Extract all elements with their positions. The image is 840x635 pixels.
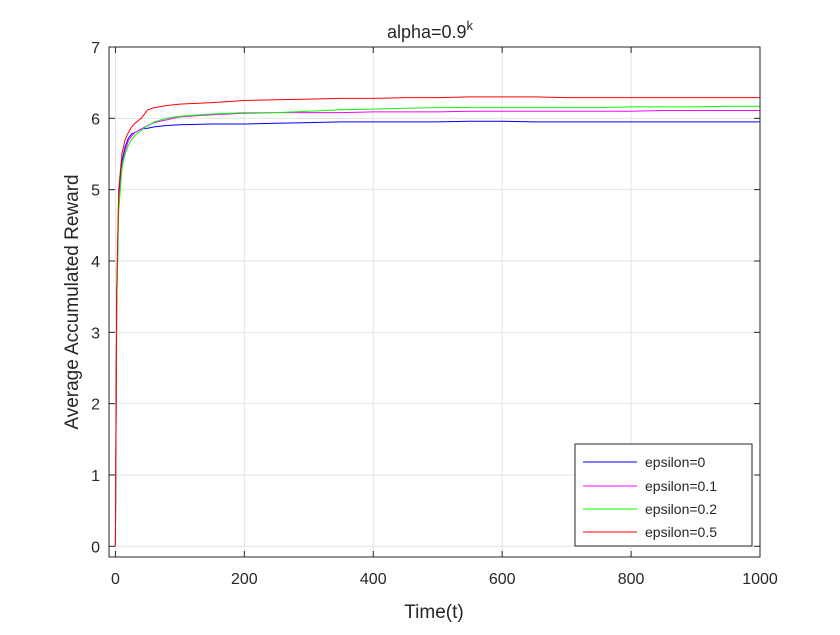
y-tick-label-7: 7 [91, 40, 100, 57]
y-tick-label-3: 3 [91, 325, 100, 342]
tick-layer: 0 200 400 600 800 1000 0 1 2 3 4 5 6 7 [91, 40, 778, 588]
series-line-epsilon=0.2 [114, 105, 760, 547]
series-layer [114, 96, 760, 547]
legend-label-epsilon-0.2: epsilon=0.2 [645, 501, 717, 517]
x-tick-label-600: 600 [489, 571, 516, 588]
plot-frame [108, 46, 761, 558]
series-line-epsilon=0.5 [114, 96, 760, 547]
legend: epsilon=0 epsilon=0.1 epsilon=0.2 epsilo… [574, 443, 753, 547]
x-tick-label-200: 200 [231, 571, 258, 588]
legend-label-epsilon-0.1: epsilon=0.1 [645, 478, 717, 494]
y-tick-label-1: 1 [91, 468, 100, 485]
chart-title-superscript: k [467, 18, 474, 33]
chart-title-main: alpha=0.9 [387, 22, 467, 42]
y-tick-label-4: 4 [91, 254, 100, 271]
legend-box [574, 443, 753, 547]
y-tick-label-5: 5 [91, 183, 100, 200]
y-axis-title: Average Accumulated Reward [62, 174, 83, 429]
y-tick-label-2: 2 [91, 397, 100, 414]
y-tick-label-0: 0 [91, 539, 100, 556]
x-tick-label-800: 800 [618, 571, 645, 588]
legend-label-epsilon-0: epsilon=0 [645, 454, 706, 470]
x-tick-label-0: 0 [111, 571, 120, 588]
series-line-epsilon=0 [114, 120, 760, 547]
x-tick-label-1000: 1000 [742, 571, 778, 588]
x-axis-title: Time(t) [404, 602, 463, 623]
chart-title: alpha=0.9k [387, 18, 474, 42]
y-tick-label-6: 6 [91, 111, 100, 128]
legend-label-epsilon-0.5: epsilon=0.5 [645, 524, 717, 540]
x-tick-label-400: 400 [360, 571, 387, 588]
